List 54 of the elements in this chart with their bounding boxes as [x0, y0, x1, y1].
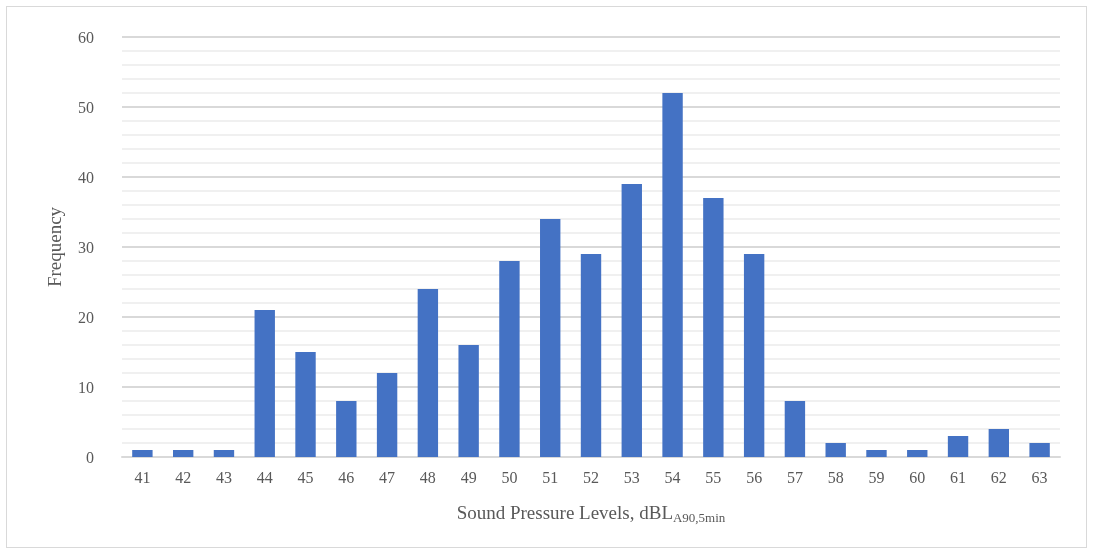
- bar: [172, 450, 194, 457]
- x-tick-label: 43: [215, 468, 232, 486]
- bar: [866, 450, 887, 457]
- bar: [662, 93, 683, 457]
- bar: [784, 401, 806, 457]
- x-tick-label: 41: [134, 468, 151, 486]
- x-tick-label: 45: [297, 468, 314, 486]
- x-tick-label: 54: [664, 468, 681, 486]
- x-tick-label: 47: [379, 468, 396, 486]
- bar: [947, 436, 969, 457]
- x-tick-label: 58: [827, 468, 844, 486]
- bar: [621, 184, 642, 457]
- x-tick-label: 60: [909, 468, 926, 486]
- bar: [743, 254, 765, 457]
- y-tick-label: 0: [86, 448, 94, 466]
- bar: [458, 345, 479, 457]
- bar: [825, 443, 846, 457]
- bar: [254, 310, 275, 457]
- x-tick-label: 46: [338, 468, 355, 486]
- bar: [213, 450, 235, 457]
- x-tick-label: 49: [460, 468, 477, 486]
- x-tick-label: 57: [786, 468, 803, 486]
- bar: [1029, 443, 1050, 457]
- y-axis-title: Frequency: [44, 206, 65, 288]
- x-tick-label: 50: [501, 468, 518, 486]
- x-tick-label: 52: [583, 468, 599, 486]
- y-tick-label: 10: [78, 378, 94, 396]
- bar: [540, 219, 561, 457]
- y-tick-label: 60: [78, 28, 94, 46]
- bar: [988, 429, 1010, 457]
- bar: [132, 450, 153, 457]
- x-tick-label: 56: [746, 468, 763, 486]
- y-tick-label: 20: [78, 308, 94, 326]
- y-tick-label: 50: [78, 98, 94, 116]
- bar: [295, 352, 316, 457]
- bar: [417, 289, 439, 457]
- x-tick-label: 53: [623, 468, 640, 486]
- bar: [376, 373, 398, 457]
- x-tick-label: 51: [542, 468, 559, 486]
- bar: [499, 261, 520, 457]
- x-tick-label: 62: [990, 468, 1007, 486]
- x-tick-label: 44: [256, 468, 273, 486]
- bar: [580, 254, 602, 457]
- x-tick-label: 61: [950, 468, 967, 486]
- x-tick-label: 59: [868, 468, 885, 486]
- x-tick-label: 48: [419, 468, 436, 486]
- bar: [336, 401, 357, 457]
- x-tick-label: 63: [1031, 468, 1048, 486]
- bar: [907, 450, 928, 457]
- y-tick-label: 40: [78, 168, 94, 186]
- x-tick-label: 55: [705, 468, 722, 486]
- x-tick-label: 42: [175, 468, 192, 486]
- y-tick-label: 30: [78, 238, 94, 256]
- bar: [703, 198, 724, 457]
